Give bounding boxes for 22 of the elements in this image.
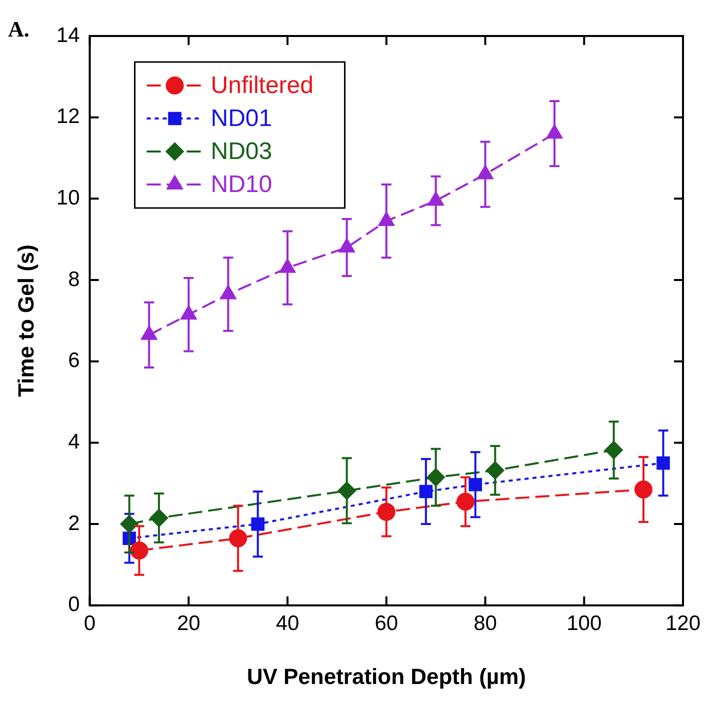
y-tick-label: 8 [68,268,80,291]
y-tick-label: 12 [56,105,80,128]
x-tick-label: 40 [276,612,300,635]
x-tick-label: 80 [474,612,497,635]
legend-label: ND10 [210,171,272,198]
text: A. [8,16,30,42]
y-tick-label: 0 [68,593,80,616]
legend-label: ND01 [210,105,272,132]
y-tick-label: 2 [68,512,80,535]
y-tick-label: 4 [68,430,80,454]
x-axis-title: UV Penetration Depth (µm) [246,664,526,689]
legend-label: ND03 [210,138,272,166]
y-tick-label: 14 [56,24,80,47]
y-axis-title: Time to Gel (s) [13,244,38,397]
x-tick-label: 120 [665,612,701,635]
x-tick-label: 100 [566,612,602,635]
x-tick-label: 0 [84,612,96,635]
y-tick-label: 6 [68,349,80,372]
x-tick-label: 20 [176,612,200,635]
y-tick-label: 10 [56,186,80,210]
x-tick-label: 60 [374,612,398,635]
legend-label: Unfiltered [210,72,314,100]
